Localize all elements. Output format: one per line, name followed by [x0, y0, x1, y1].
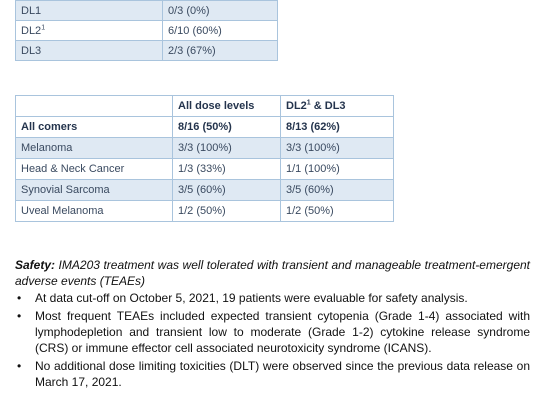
indication-label: Melanoma: [15, 137, 173, 159]
dl2-dl3-value: 3/3 (100%): [280, 137, 394, 159]
dl2-dl3-value: 1/1 (100%): [280, 158, 394, 180]
all-dose-levels-value: 1/3 (33%): [172, 158, 281, 180]
table-row: Synovial Sarcoma 3/5 (60%) 3/5 (60%): [15, 179, 394, 201]
table-header-row: All dose levels DL21 & DL3: [15, 95, 394, 117]
bullet-icon: •: [17, 309, 22, 323]
all-dose-levels-value: 3/3 (100%): [172, 137, 281, 159]
safety-heading: Safety:: [15, 258, 56, 272]
all-dose-levels-value: 8/16 (50%): [172, 116, 281, 138]
all-dose-levels-value: 3/5 (60%): [172, 179, 281, 201]
indication-label: Synovial Sarcoma: [15, 179, 173, 201]
table-row: DL21 6/10 (60%): [15, 20, 278, 41]
list-item: • Most frequent TEAEs included expected …: [15, 308, 530, 356]
safety-intro: Safety: IMA203 treatment was well tolera…: [15, 257, 530, 289]
list-item: • At data cut-off on October 5, 2021, 19…: [15, 290, 530, 306]
dose-level-value: 0/3 (0%): [162, 0, 278, 21]
table-row: Head & Neck Cancer 1/3 (33%) 1/1 (100%): [15, 158, 394, 180]
dose-level-label: DL1: [15, 0, 163, 21]
list-item-text: No additional dose limiting toxicities (…: [35, 359, 530, 389]
list-item-text: At data cut-off on October 5, 2021, 19 p…: [35, 291, 468, 305]
dl2-dl3-value: 1/2 (50%): [280, 200, 394, 222]
bullet-icon: •: [17, 291, 22, 305]
dl2-dl3-value: 3/5 (60%): [280, 179, 394, 201]
table-row: Uveal Melanoma 1/2 (50%) 1/2 (50%): [15, 200, 394, 222]
safety-section: Safety: IMA203 treatment was well tolera…: [15, 257, 530, 392]
table-row: DL1 0/3 (0%): [15, 0, 278, 21]
indication-label: Uveal Melanoma: [15, 200, 173, 222]
indication-label: Head & Neck Cancer: [15, 158, 173, 180]
list-item: • No additional dose limiting toxicities…: [15, 358, 530, 390]
safety-intro-text: IMA203 treatment was well tolerated with…: [15, 258, 530, 288]
header-empty-cell: [15, 95, 173, 117]
dose-level-table: DL1 0/3 (0%) DL21 6/10 (60%) DL3 2/3 (67…: [15, 0, 278, 61]
all-dose-levels-value: 1/2 (50%): [172, 200, 281, 222]
table-row: DL3 2/3 (67%): [15, 40, 278, 61]
dose-level-label: DL21: [15, 20, 163, 41]
list-item-text: Most frequent TEAEs included expected tr…: [35, 309, 530, 355]
dl2-dl3-value: 8/13 (62%): [280, 116, 394, 138]
safety-bullet-list: • At data cut-off on October 5, 2021, 19…: [15, 290, 530, 390]
table-row: All comers 8/16 (50%) 8/13 (62%): [15, 116, 394, 138]
header-all-dose-levels: All dose levels: [172, 95, 281, 117]
header-dl2-dl3: DL21 & DL3: [280, 95, 394, 117]
table-row: Melanoma 3/3 (100%) 3/3 (100%): [15, 137, 394, 159]
bullet-icon: •: [17, 359, 22, 373]
dose-level-label: DL3: [15, 40, 163, 61]
dose-level-value: 2/3 (67%): [162, 40, 278, 61]
dose-level-value: 6/10 (60%): [162, 20, 278, 41]
indication-label: All comers: [15, 116, 173, 138]
response-rate-table: All dose levels DL21 & DL3 All comers 8/…: [15, 95, 394, 222]
